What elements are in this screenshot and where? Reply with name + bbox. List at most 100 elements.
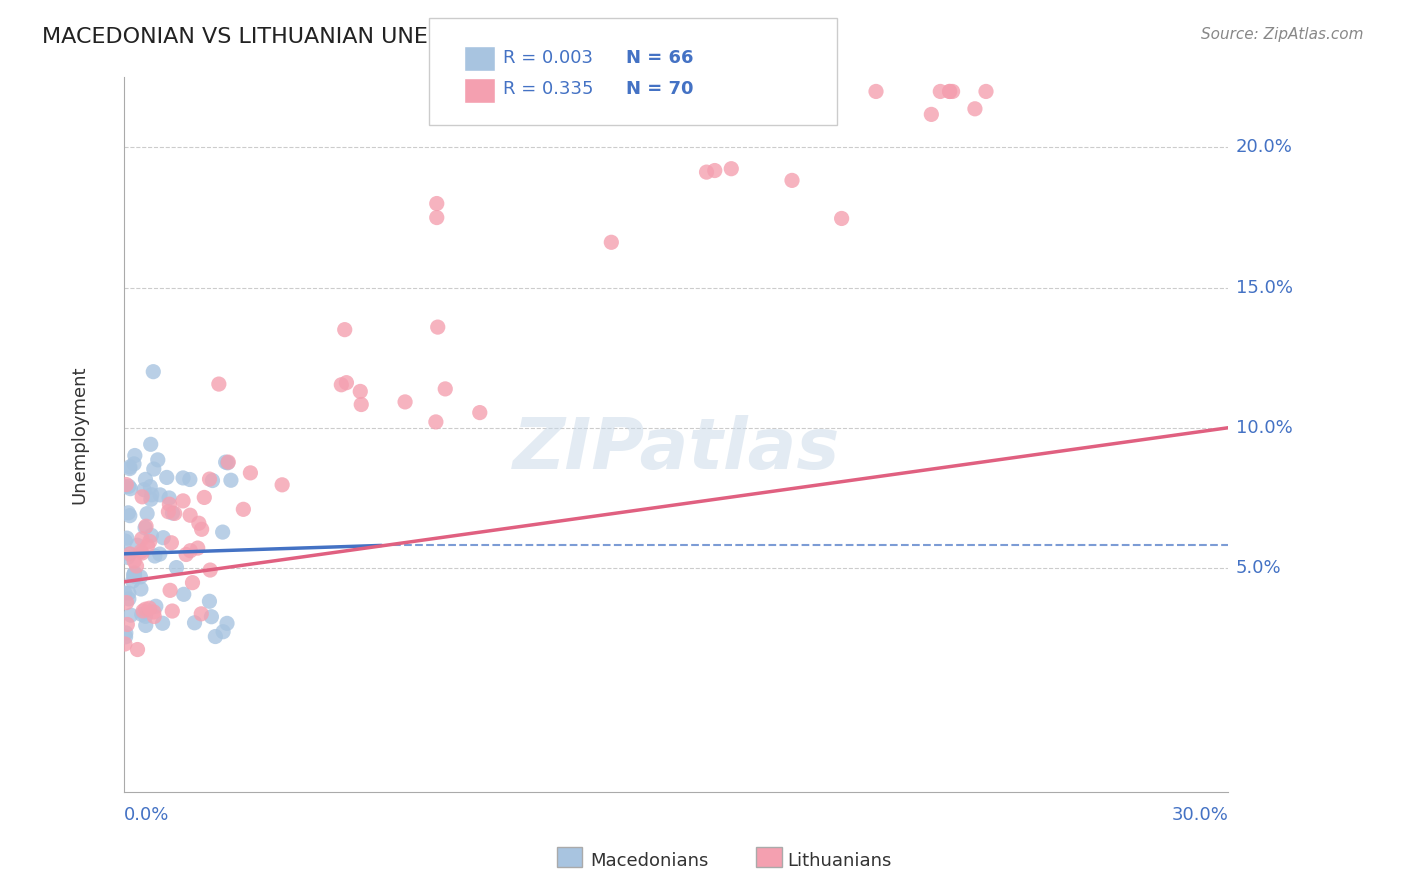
Point bbox=[143, 549, 166, 563]
Text: R = 0.003: R = 0.003 bbox=[503, 49, 593, 67]
Point bbox=[122, 457, 145, 471]
Point bbox=[152, 531, 174, 545]
Point bbox=[157, 505, 180, 519]
Point bbox=[131, 546, 153, 560]
Text: Macedonians: Macedonians bbox=[591, 852, 709, 870]
Point bbox=[425, 415, 447, 429]
Point bbox=[135, 519, 157, 533]
Point bbox=[145, 599, 167, 614]
Point bbox=[117, 617, 139, 632]
Text: Source: ZipAtlas.com: Source: ZipAtlas.com bbox=[1201, 27, 1364, 42]
Point bbox=[929, 85, 952, 99]
Point bbox=[831, 211, 853, 226]
Point bbox=[217, 456, 239, 470]
Point bbox=[117, 506, 139, 520]
Point bbox=[938, 85, 960, 99]
Point bbox=[149, 488, 172, 502]
Point bbox=[139, 437, 162, 451]
Point bbox=[865, 85, 887, 99]
Point bbox=[350, 398, 373, 412]
Point bbox=[190, 522, 212, 536]
Point bbox=[208, 377, 231, 392]
Point bbox=[146, 453, 169, 467]
Point bbox=[183, 615, 205, 630]
Text: N = 70: N = 70 bbox=[626, 80, 693, 98]
Point bbox=[187, 516, 209, 531]
Text: ZIPatlas: ZIPatlas bbox=[512, 415, 839, 483]
Point bbox=[349, 384, 371, 399]
Text: 5.0%: 5.0% bbox=[1236, 558, 1281, 577]
Point bbox=[190, 607, 212, 621]
Point bbox=[114, 586, 136, 600]
Point bbox=[141, 528, 163, 542]
Text: Unemployment: Unemployment bbox=[70, 366, 89, 504]
Point bbox=[122, 567, 145, 582]
Point bbox=[179, 473, 201, 487]
Point bbox=[115, 477, 138, 491]
Point bbox=[143, 609, 166, 624]
Point bbox=[121, 574, 143, 588]
Point bbox=[219, 473, 242, 487]
Point bbox=[120, 608, 142, 623]
Point bbox=[115, 531, 138, 545]
Point bbox=[200, 609, 222, 624]
Point bbox=[127, 642, 149, 657]
Point bbox=[134, 609, 156, 624]
Point bbox=[118, 547, 141, 561]
Point bbox=[624, 85, 647, 99]
Point bbox=[157, 491, 180, 505]
Point bbox=[703, 163, 725, 178]
Point bbox=[468, 406, 491, 420]
Point bbox=[124, 566, 146, 580]
Point bbox=[149, 547, 172, 561]
Point bbox=[974, 85, 997, 99]
Text: 0.0%: 0.0% bbox=[124, 806, 169, 824]
Point bbox=[118, 508, 141, 523]
Point bbox=[132, 604, 155, 618]
Point bbox=[120, 547, 142, 561]
Point bbox=[129, 570, 152, 584]
Point bbox=[131, 490, 153, 504]
Point bbox=[152, 616, 174, 631]
Point bbox=[114, 480, 136, 494]
Point bbox=[198, 594, 221, 608]
Point bbox=[131, 607, 153, 622]
Point bbox=[198, 563, 221, 577]
Point bbox=[135, 618, 157, 632]
Point bbox=[172, 471, 194, 485]
Point bbox=[157, 497, 180, 511]
Point bbox=[172, 494, 194, 508]
Point bbox=[938, 85, 960, 99]
Point bbox=[211, 525, 233, 540]
Point bbox=[114, 637, 136, 651]
Point bbox=[942, 85, 965, 99]
Point bbox=[124, 449, 146, 463]
Point bbox=[118, 459, 141, 474]
Point bbox=[114, 626, 136, 640]
Point bbox=[122, 554, 145, 568]
Point bbox=[139, 492, 162, 507]
Point bbox=[696, 165, 718, 179]
Point bbox=[115, 596, 138, 610]
Point bbox=[179, 543, 201, 558]
Point bbox=[141, 488, 163, 502]
Point bbox=[212, 624, 235, 639]
Point bbox=[204, 630, 226, 644]
Point bbox=[132, 483, 155, 497]
Point bbox=[335, 376, 357, 390]
Point bbox=[193, 491, 215, 505]
Point bbox=[118, 591, 141, 606]
Text: N = 66: N = 66 bbox=[626, 49, 693, 67]
Point bbox=[920, 107, 942, 121]
Point bbox=[134, 602, 156, 616]
Text: 15.0%: 15.0% bbox=[1236, 278, 1292, 297]
Point bbox=[142, 365, 165, 379]
Point bbox=[138, 601, 160, 615]
Point bbox=[156, 470, 179, 484]
Point bbox=[136, 507, 159, 521]
Point bbox=[198, 472, 221, 486]
Text: Lithuanians: Lithuanians bbox=[787, 852, 891, 870]
Point bbox=[129, 582, 152, 596]
Point bbox=[134, 472, 156, 486]
Point bbox=[780, 173, 803, 187]
